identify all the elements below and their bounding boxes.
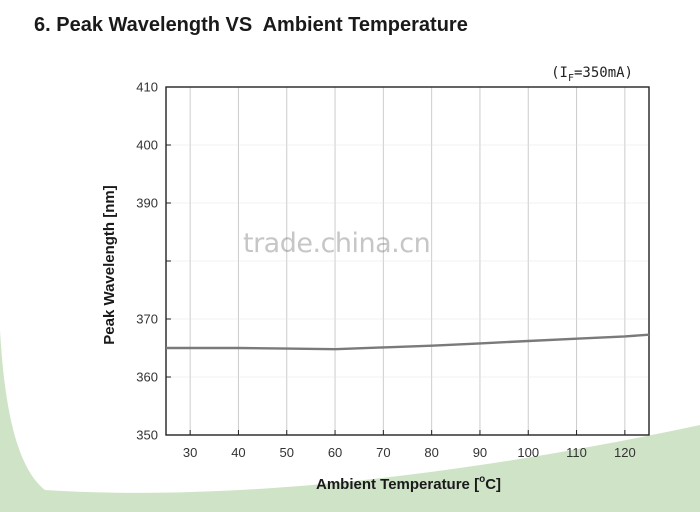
y-tick-label: 410	[136, 80, 158, 95]
y-axis-title: Peak Wavelength [nm]	[101, 185, 118, 344]
x-tick-label: 30	[183, 445, 197, 460]
x-tick-label: 50	[280, 445, 294, 460]
x-tick-label: 110	[566, 445, 587, 460]
x-axis-title: Ambient Temperature [oC]	[316, 474, 501, 493]
axis-ticks: 30 40 50 60 70 80 90 100 110 120 350 360 370 390 400 41…	[136, 80, 635, 461]
y-tick-label: 350	[136, 428, 158, 443]
x-tick-label: 70	[376, 445, 390, 460]
y-tick-label: 370	[136, 312, 158, 327]
x-tick-label: 60	[328, 445, 342, 460]
x-tick-label: 80	[424, 445, 438, 460]
page-title: 6. Peak Wavelength VS Ambient Temperatur…	[34, 14, 468, 36]
x-tick-label: 100	[517, 445, 539, 460]
y-tick-label: 360	[136, 370, 158, 385]
condition-label: (IF=350mA)	[551, 65, 633, 84]
x-tick-label: 40	[231, 445, 245, 460]
x-tick-label: 120	[614, 445, 636, 460]
series-line	[166, 333, 650, 351]
x-tick-label: 90	[473, 445, 487, 460]
y-tick-label: 400	[136, 138, 158, 153]
series-layer	[166, 333, 650, 351]
y-tick-label: 390	[136, 196, 158, 211]
watermark: trade.china.cn	[243, 228, 431, 259]
grid	[166, 87, 649, 435]
